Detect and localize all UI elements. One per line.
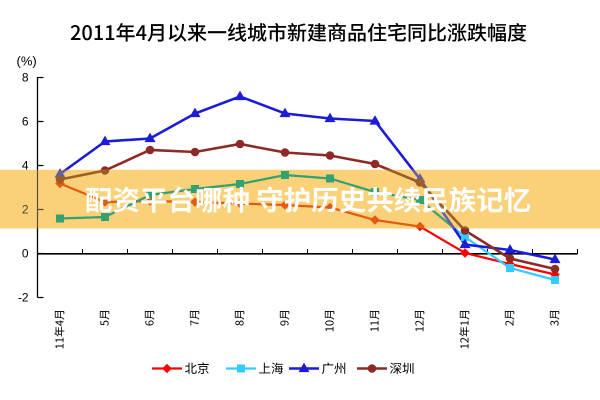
- svg-text:6: 6: [22, 115, 29, 129]
- svg-text:-2: -2: [18, 291, 29, 305]
- svg-text:(%): (%): [17, 54, 37, 69]
- svg-text:8: 8: [22, 71, 29, 85]
- svg-text:0: 0: [22, 247, 29, 261]
- svg-text:4: 4: [22, 159, 29, 173]
- svg-text:2: 2: [22, 203, 29, 217]
